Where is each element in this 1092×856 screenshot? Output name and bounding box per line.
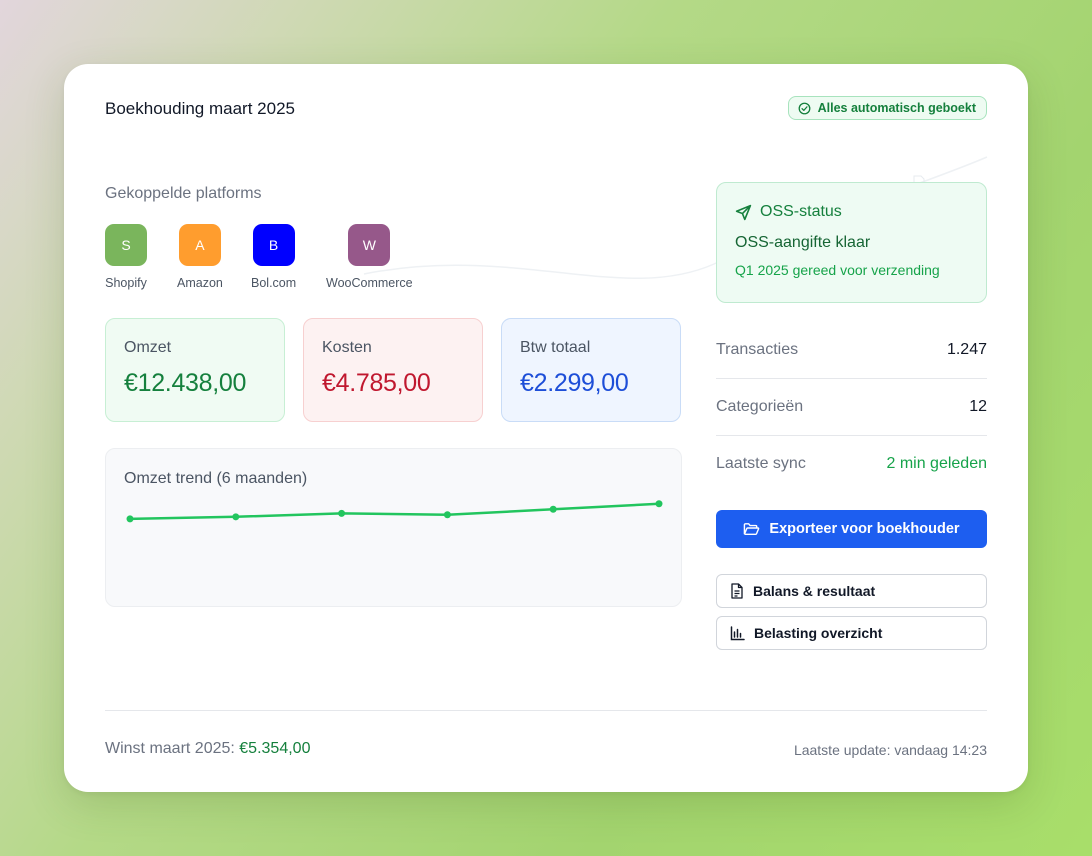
summary-row-categorieen: Categorieën 12 bbox=[716, 379, 987, 436]
platforms-heading: Gekoppelde platforms bbox=[105, 185, 262, 202]
oss-heading-label: OSS-status bbox=[760, 203, 842, 220]
stat-value: €12.438,00 bbox=[124, 369, 247, 397]
stat-value: €2.299,00 bbox=[520, 369, 629, 397]
omzet-trend-chart: Omzet trend (6 maanden) bbox=[105, 448, 682, 607]
footer-divider bbox=[105, 710, 987, 711]
trend-point bbox=[655, 500, 663, 508]
stat-label: Kosten bbox=[322, 339, 372, 356]
stat-btw: Btw totaal €2.299,00 bbox=[501, 318, 681, 422]
platform-bolcom[interactable]: B Bol.com bbox=[251, 224, 296, 290]
woocommerce-icon: W bbox=[348, 224, 391, 266]
platform-shopify[interactable]: S Shopify bbox=[105, 224, 147, 290]
check-circle-icon bbox=[798, 102, 811, 114]
trend-point bbox=[126, 515, 134, 523]
summary-value: 2 min geleden bbox=[886, 454, 987, 472]
shopify-icon: S bbox=[105, 224, 147, 266]
trend-point bbox=[232, 513, 240, 521]
oss-heading: OSS-status bbox=[735, 203, 968, 221]
last-update-text: Laatste update: vandaag 14:23 bbox=[793, 742, 987, 758]
stat-kosten: Kosten €4.785,00 bbox=[303, 318, 483, 422]
summary-label: Categorieën bbox=[716, 398, 804, 415]
status-badge: Alles automatisch geboekt bbox=[787, 96, 987, 120]
stat-label: Omzet bbox=[124, 339, 172, 356]
stat-label: Btw totaal bbox=[520, 339, 591, 356]
oss-detail-text: Q1 2025 gereed voor verzending bbox=[735, 262, 940, 278]
stat-value: €4.785,00 bbox=[322, 369, 431, 397]
trend-point bbox=[443, 511, 451, 519]
bar-chart-icon bbox=[730, 625, 745, 640]
platform-amazon[interactable]: A Amazon bbox=[177, 224, 223, 290]
trend-point bbox=[338, 509, 346, 517]
trend-line bbox=[129, 502, 660, 521]
summary-value: 1.247 bbox=[946, 341, 987, 358]
summary-label: Transacties bbox=[716, 341, 799, 358]
export-button-label: Exporteer voor boekhouder bbox=[769, 521, 960, 537]
bolcom-icon: B bbox=[252, 224, 295, 266]
platform-name: Shopify bbox=[105, 276, 147, 290]
trend-line-chart bbox=[126, 500, 663, 523]
balans-resultaat-button[interactable]: Balans & resultaat bbox=[716, 574, 987, 608]
belasting-overzicht-button[interactable]: Belasting overzicht bbox=[716, 616, 987, 650]
summary-label: Laatste sync bbox=[716, 454, 806, 472]
oss-status-panel: OSS-status OSS-aangifte klaar Q1 2025 ge… bbox=[716, 182, 987, 303]
platform-name: Bol.com bbox=[251, 276, 297, 290]
summary-row-transacties: Transacties 1.247 bbox=[716, 322, 987, 379]
chart-title: Omzet trend (6 maanden) bbox=[124, 470, 308, 487]
platform-name: Amazon bbox=[177, 276, 223, 290]
balans-button-label: Balans & resultaat bbox=[753, 583, 876, 599]
belasting-button-label: Belasting overzicht bbox=[754, 625, 883, 641]
summary-value: 12 bbox=[969, 398, 987, 415]
export-button[interactable]: Exporteer voor boekhouder bbox=[716, 510, 987, 548]
platform-name: WooCommerce bbox=[326, 276, 413, 290]
profit-value: €5.354,00 bbox=[239, 740, 311, 757]
platform-woocommerce[interactable]: W WooCommerce bbox=[326, 224, 413, 290]
folder-open-icon bbox=[744, 522, 760, 535]
oss-status-text: OSS-aangifte klaar bbox=[735, 234, 871, 251]
trend-point bbox=[549, 505, 557, 513]
stat-omzet: Omzet €12.438,00 bbox=[105, 318, 285, 422]
summary-row-sync: Laatste sync 2 min geleden bbox=[716, 435, 987, 492]
profit-summary: Winst maart 2025: €5.354,00 bbox=[105, 740, 310, 758]
profit-label: Winst maart 2025: bbox=[105, 740, 235, 757]
amazon-icon: A bbox=[178, 224, 221, 266]
status-badge-label: Alles automatisch geboekt bbox=[817, 101, 976, 115]
accounting-card: Boekhouding maart 2025 Alles automatisch… bbox=[64, 64, 1028, 792]
platform-list: S Shopify A Amazon B Bol.com W WooCommer… bbox=[105, 224, 445, 294]
send-icon bbox=[735, 204, 752, 220]
document-icon bbox=[731, 583, 743, 599]
page-title: Boekhouding maart 2025 bbox=[105, 99, 295, 118]
